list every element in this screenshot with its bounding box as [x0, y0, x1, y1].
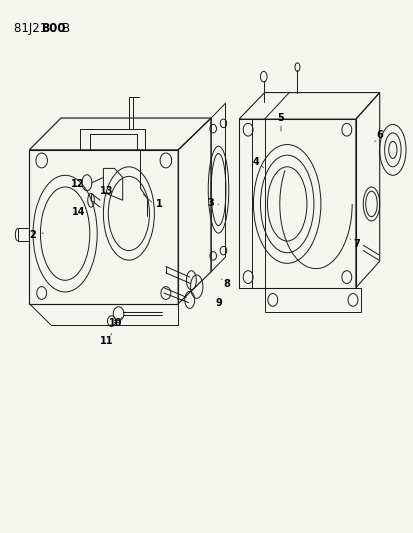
- Text: 11: 11: [99, 336, 113, 346]
- Text: 3: 3: [207, 198, 214, 208]
- Text: 7: 7: [353, 239, 360, 249]
- Text: 14: 14: [72, 207, 85, 217]
- Text: 10: 10: [109, 318, 122, 328]
- Text: 12: 12: [71, 179, 84, 189]
- Text: 5: 5: [277, 113, 284, 123]
- Text: 9: 9: [215, 297, 221, 308]
- Text: B: B: [62, 21, 70, 35]
- Text: 13: 13: [99, 185, 113, 196]
- Text: 2: 2: [29, 230, 36, 240]
- Text: 6: 6: [375, 130, 382, 140]
- Text: 4: 4: [252, 157, 258, 166]
- Text: 81J21: 81J21: [14, 21, 51, 35]
- Text: 8: 8: [223, 279, 230, 289]
- Text: 1: 1: [156, 199, 163, 209]
- Text: 800: 800: [42, 21, 66, 35]
